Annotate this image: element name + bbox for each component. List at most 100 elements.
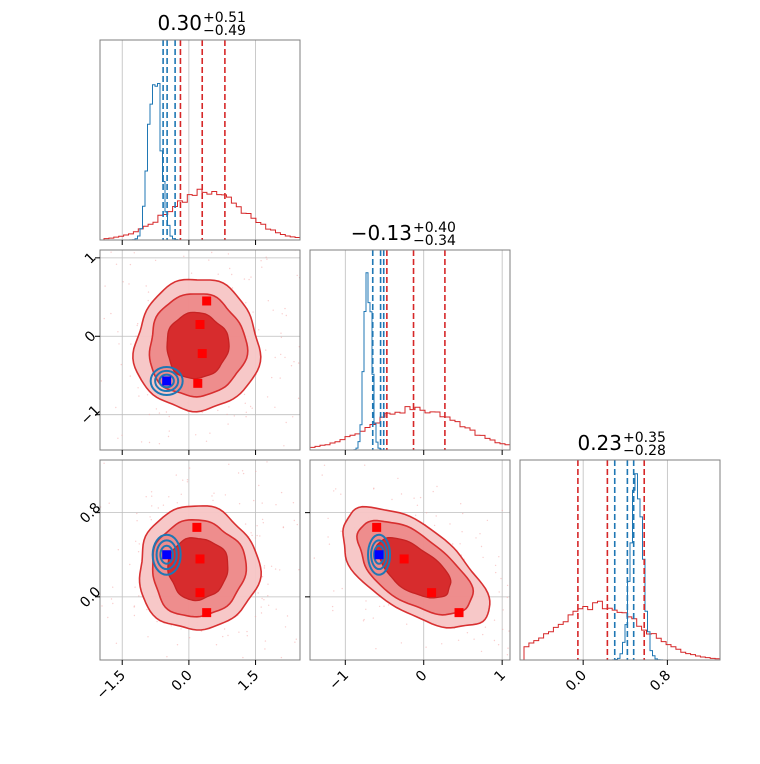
sample-point [513, 680, 514, 681]
sample-point [138, 595, 140, 597]
sample-point [233, 415, 235, 417]
panel-1-0 [16, 116, 333, 489]
sample-point [176, 502, 178, 504]
sample-point [494, 564, 497, 567]
sample-point [286, 615, 289, 617]
sample-point [272, 563, 273, 564]
sample-point [186, 481, 189, 483]
sample-point [162, 488, 163, 489]
sample-point [112, 586, 114, 588]
sample-point [138, 395, 140, 397]
sample-point [148, 441, 151, 444]
sample-point [61, 318, 62, 319]
title-minus: −0.34 [413, 233, 456, 249]
sample-point [533, 636, 534, 637]
sample-point [200, 207, 201, 208]
sample-point [212, 499, 214, 502]
sample-point [158, 412, 161, 414]
sample-point [240, 238, 241, 239]
blue-marker [162, 550, 172, 560]
sample-point [257, 481, 258, 482]
sample-point [520, 685, 521, 686]
sample-point [333, 490, 335, 492]
sample-point [130, 343, 132, 345]
sample-point [140, 441, 143, 443]
sample-point [378, 605, 381, 608]
sample-point [480, 545, 483, 548]
sample-point [313, 557, 315, 559]
sample-point [433, 524, 436, 527]
sample-point [138, 543, 140, 545]
red-marker [192, 522, 202, 532]
sample-point [547, 562, 548, 563]
sample-point [215, 644, 218, 646]
sample-point [244, 402, 246, 404]
sample-point [264, 661, 265, 662]
red-contour-level-3 [375, 536, 452, 599]
sample-point [301, 590, 302, 591]
sample-point [195, 193, 196, 194]
sample-point [397, 477, 399, 480]
sample-point [377, 456, 378, 457]
sample-point [267, 300, 269, 302]
blue-contour-3 [158, 373, 175, 389]
sample-point [285, 421, 287, 424]
sample-point [215, 454, 216, 455]
sample-point [265, 349, 267, 351]
sample-point [332, 609, 334, 612]
panel-title-0: 0.30 [157, 11, 202, 35]
sample-point [260, 612, 263, 614]
sample-point [77, 389, 78, 390]
sample-point [112, 602, 114, 605]
sample-point [162, 470, 163, 471]
sample-point [425, 646, 427, 648]
sample-point [254, 537, 257, 539]
sample-point [198, 665, 199, 666]
sample-point [251, 522, 252, 523]
sample-point [284, 307, 286, 310]
sample-point [76, 412, 77, 413]
sample-point [137, 551, 140, 553]
sample-point [313, 629, 314, 630]
sample-point [154, 428, 155, 429]
sample-point [332, 372, 333, 373]
x-tick-label: −1.5 [94, 668, 129, 703]
sample-point [435, 515, 437, 517]
sample-point [249, 405, 252, 408]
sample-point [498, 556, 500, 558]
sample-point [166, 656, 168, 658]
sample-point [74, 189, 75, 190]
sample-point [298, 569, 300, 571]
sample-point [242, 656, 244, 659]
sample-point [213, 676, 214, 677]
red-contour-level-3 [167, 537, 229, 602]
blue-marker [374, 550, 384, 560]
sample-point [16, 257, 17, 258]
sample-point [508, 630, 510, 632]
sample-point [259, 728, 260, 729]
sample-point [84, 116, 85, 117]
sample-point [281, 313, 283, 315]
sample-point [303, 533, 304, 534]
panel-2-1 [251, 456, 597, 686]
sample-point [596, 682, 597, 683]
sample-point [266, 258, 268, 260]
sample-point [125, 453, 126, 454]
sample-point [278, 453, 279, 454]
sample-point [416, 504, 419, 506]
sample-point [170, 625, 172, 627]
sample-point [383, 607, 384, 608]
sample-point [191, 242, 192, 243]
sample-point [383, 605, 385, 607]
sample-point [98, 474, 99, 475]
sample-point [137, 387, 139, 389]
sample-point [260, 260, 262, 262]
sample-point [82, 407, 83, 408]
sample-point [530, 637, 531, 638]
sample-point [228, 463, 230, 465]
sample-point [244, 158, 245, 159]
sample-point [205, 440, 208, 442]
sample-point [151, 495, 153, 497]
sample-point [315, 756, 316, 757]
